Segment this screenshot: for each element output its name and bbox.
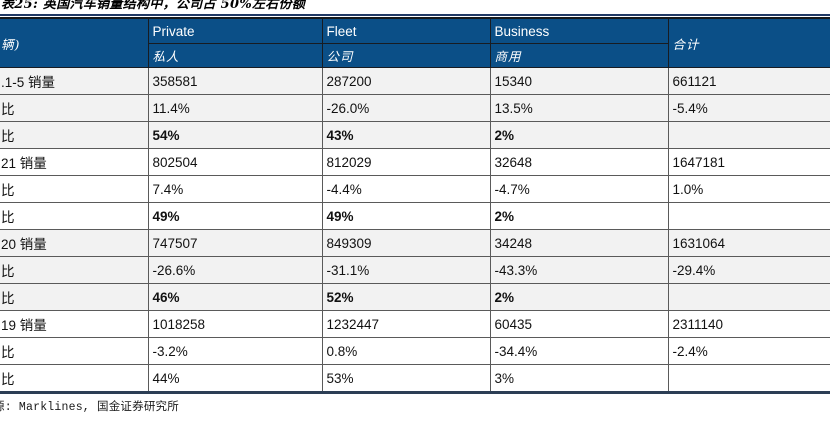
table-cell xyxy=(667,121,830,149)
row-label: .1-5 销量 xyxy=(0,67,149,95)
table-row: .1-5 销量 358581 287200 15340 661121 xyxy=(0,67,830,95)
header-fleet: Fleet xyxy=(321,17,491,44)
table-cell: 747507 xyxy=(147,229,323,257)
sales-structure-table: 辆) Private Fleet Business 合计 私人 公司 商用 .1… xyxy=(0,17,830,394)
table-cell: 1018258 xyxy=(147,310,323,338)
table-cell: 0.8% xyxy=(321,337,491,365)
table-cell: -26.0% xyxy=(321,94,491,122)
row-label: 比 xyxy=(0,202,149,230)
table-cell: 1.0% xyxy=(667,175,830,203)
header-row-en: 辆) Private Fleet Business 合计 xyxy=(0,17,830,68)
table-row: 比 44% 53% 3% xyxy=(0,364,830,394)
table-cell: 7.4% xyxy=(147,175,323,203)
table-cell: 34248 xyxy=(489,229,669,257)
table-cell: 43% xyxy=(321,121,491,149)
table-cell: 2% xyxy=(489,121,669,149)
row-label: 比 xyxy=(0,364,149,394)
table-cell: 2311140 xyxy=(667,310,830,338)
table-cell: -5.4% xyxy=(667,94,830,122)
table-cell xyxy=(667,202,830,230)
table-row: 比 7.4% -4.4% -4.7% 1.0% xyxy=(0,175,830,203)
table-cell: -34.4% xyxy=(489,337,669,365)
table-cell: -2.4% xyxy=(667,337,830,365)
table-cell: 358581 xyxy=(147,67,323,95)
row-label: 比 xyxy=(0,283,149,311)
table-row: 比 -3.2% 0.8% -34.4% -2.4% xyxy=(0,337,830,365)
row-label: 比 xyxy=(0,256,149,284)
header-private-cn: 私人 xyxy=(148,43,323,68)
table-cell: 54% xyxy=(147,121,323,149)
table-row: 19 销量 1018258 1232447 60435 2311140 xyxy=(0,310,830,338)
table-cell: 53% xyxy=(321,364,491,394)
table-cell: 2% xyxy=(489,283,669,311)
table-cell: 1232447 xyxy=(321,310,491,338)
table-row: 比 49% 49% 2% xyxy=(0,202,830,230)
table-cell xyxy=(667,283,830,311)
table-row: 比 46% 52% 2% xyxy=(0,283,830,311)
table-cell: 52% xyxy=(321,283,491,311)
table-cell: 44% xyxy=(147,364,323,394)
table-cell: -4.4% xyxy=(321,175,491,203)
row-label: 19 销量 xyxy=(0,310,149,338)
row-label: 比 xyxy=(0,94,149,122)
table-cell: 49% xyxy=(147,202,323,230)
table-row: 比 -26.6% -31.1% -43.3% -29.4% xyxy=(0,256,830,284)
table-cell: -26.6% xyxy=(147,256,323,284)
table-cell: 60435 xyxy=(489,310,669,338)
header-fleet-cn: 公司 xyxy=(321,43,491,68)
header-total: 合计 xyxy=(667,17,830,68)
table-cell: 32648 xyxy=(489,148,669,176)
table-cell: -31.1% xyxy=(321,256,491,284)
table-cell: 812029 xyxy=(321,148,491,176)
table-cell: 287200 xyxy=(321,67,491,95)
row-label: 20 销量 xyxy=(0,229,149,257)
table-cell: 46% xyxy=(147,283,323,311)
table-cell: 49% xyxy=(321,202,491,230)
table-row: 比 11.4% -26.0% 13.5% -5.4% xyxy=(0,94,830,122)
header-private: Private xyxy=(147,17,323,44)
table-cell: -3.2% xyxy=(147,337,323,365)
table-cell: 13.5% xyxy=(489,94,669,122)
row-label: 比 xyxy=(0,175,149,203)
table-cell: -29.4% xyxy=(667,256,830,284)
table-cell xyxy=(667,364,830,394)
table-cell: 3% xyxy=(489,364,669,394)
table-cell: 661121 xyxy=(667,67,830,95)
source-note: 源: Marklines, 国金证券研究所 xyxy=(0,401,179,414)
table-cell: 1647181 xyxy=(667,148,830,176)
table-row: 比 54% 43% 2% xyxy=(0,121,830,149)
table-cell: 2% xyxy=(489,202,669,230)
row-label: 比 xyxy=(0,121,149,149)
table-cell: 11.4% xyxy=(147,94,323,122)
table-cell: -4.7% xyxy=(489,175,669,203)
header-business: Business xyxy=(489,17,669,44)
header-unit: 辆) xyxy=(0,17,149,68)
row-label: 比 xyxy=(0,337,149,365)
title-underline xyxy=(0,14,830,16)
table-row: 21 销量 802504 812029 32648 1647181 xyxy=(0,148,830,176)
table-cell: 15340 xyxy=(489,67,669,95)
table-title: 表25: 英国汽车销量结构中，公司占 50%左右份额 xyxy=(1,0,306,12)
header-business-cn: 商用 xyxy=(489,43,668,68)
table-cell: 802504 xyxy=(147,148,323,176)
row-label: 21 销量 xyxy=(0,148,149,176)
table-header: 辆) Private Fleet Business 合计 私人 公司 商用 xyxy=(0,17,830,68)
table-body: .1-5 销量 358581 287200 15340 661121 比 11.4% -26.… xyxy=(0,67,830,394)
table-cell: 849309 xyxy=(321,229,491,257)
table-cell: 1631064 xyxy=(667,229,830,257)
table-row: 20 销量 747507 849309 34248 1631064 xyxy=(0,229,830,257)
table-cell: -43.3% xyxy=(489,256,669,284)
